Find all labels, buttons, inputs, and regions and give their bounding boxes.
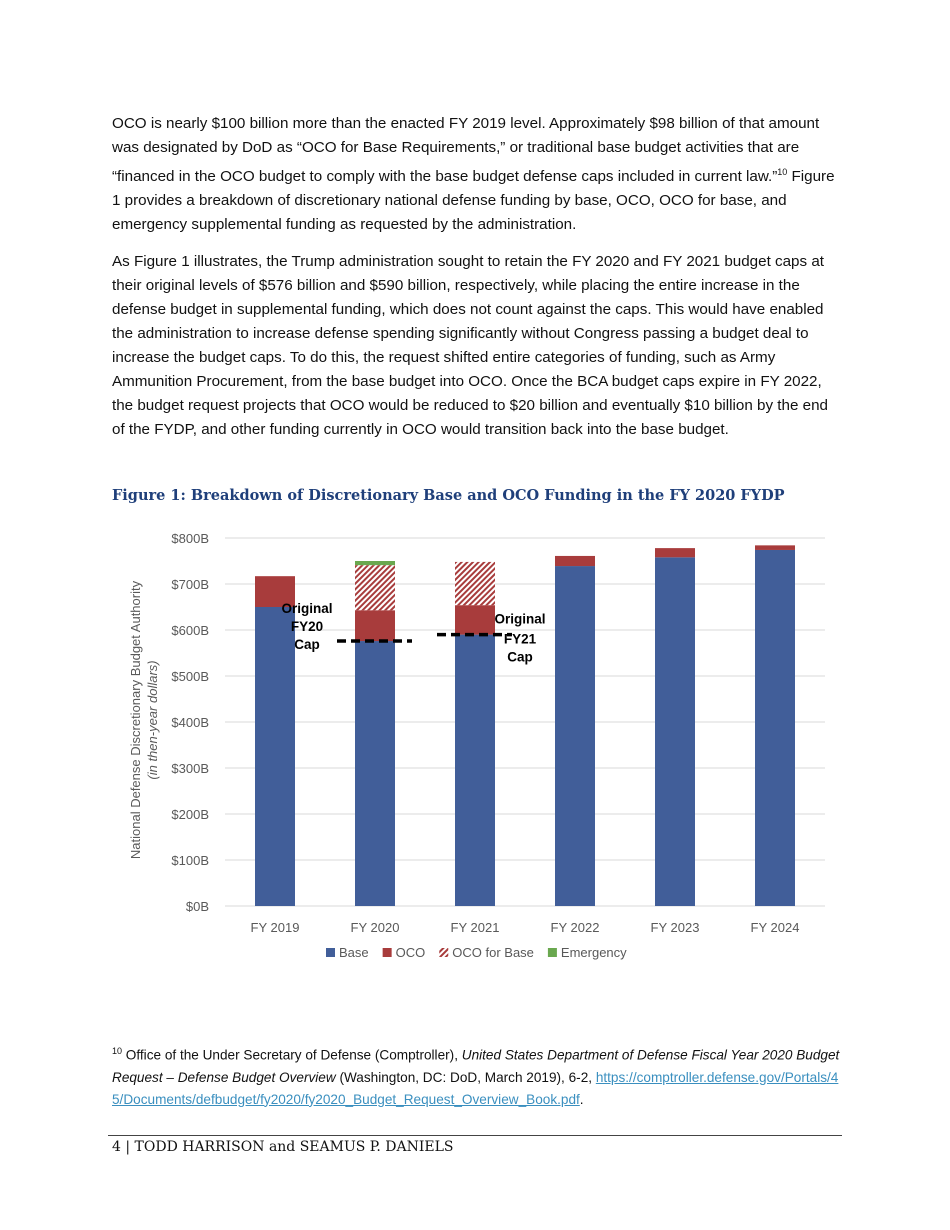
y-tick-label: $0B [186,899,209,914]
cap-annotation: FY20 [291,619,323,634]
bar-segment-oco-for-base [355,565,395,611]
x-tick-label: FY 2020 [351,920,400,935]
bar-segment-base [755,549,795,906]
legend-label: OCO for Base [452,945,534,960]
y-tick-label: $200B [171,807,209,822]
x-tick-label: FY 2022 [551,920,600,935]
legend-swatch [439,948,449,957]
legend-swatch [382,948,392,957]
legend-swatch [326,948,335,957]
y-tick-label: $100B [171,853,209,868]
figure-title: Figure 1: Breakdown of Discretionary Bas… [112,487,785,504]
bar-segment-base [255,607,295,906]
footer-divider [108,1135,842,1136]
footnote-title: United States Department of Defense Fisc… [112,1047,840,1085]
bar-segment-base [655,557,695,906]
bar-segment-oco [655,548,695,558]
legend-label: Base [339,945,369,960]
bar-segment-oco-for-base [455,561,495,606]
paragraph-2: As Figure 1 illustrates, the Trump admin… [112,253,828,438]
bar-segment-oco [555,555,595,567]
stacked-bar-chart: $0B $100B $200B $300B $400B $500B $600B $700B $8… [128,531,825,960]
cap-annotation: Original [281,601,332,616]
legend-label: Emergency [561,945,627,960]
footnote: 10 Office of the Under Secretary of Defe… [112,1040,842,1111]
bar-segment-base [555,566,595,906]
page-footer: 4 | TODD HARRISON and SEAMUS P. DANIELS [112,1139,454,1155]
bar-segment-emergency [355,561,395,566]
bar-segment-oco [755,545,795,550]
cap-annotation: Cap [294,637,320,652]
paragraph-text: OCO is nearly $100 billion more than the… [112,115,820,186]
y-tick-label: $700B [171,577,209,592]
footnote-text: Office of the Under Secretary of Defense… [122,1047,462,1063]
y-tick-label: $500B [171,669,209,684]
legend-label: OCO [396,945,426,960]
paragraph-text: Figure 1 provides a breakdown of discret… [112,168,835,234]
x-tick-label: FY 2024 [751,920,800,935]
y-tick-label: $400B [171,715,209,730]
bar-segment-oco [355,610,395,642]
y-tick-label: $600B [171,623,209,638]
bar-segment-base [455,634,495,906]
x-tick-label: FY 2021 [451,920,500,935]
bar-segment-oco [255,576,295,607]
x-tick-label: FY 2023 [651,920,700,935]
y-tick-label: $800B [171,531,209,546]
y-axis-title: National Defense Discretionary Budget Au… [128,580,143,859]
footnote-text: . [579,1091,584,1107]
footnote-number: 10 [112,1046,123,1056]
x-tick-label: FY 2019 [251,920,300,935]
bar-segment-base [355,641,395,906]
cap-annotation: Cap [507,650,533,665]
bar-segment-oco [455,605,495,635]
cap-annotation: FY21 [504,632,537,647]
y-tick-label: $300B [171,761,209,776]
y-axis-subtitle: (in then-year dollars) [145,660,160,779]
footnote-text: (Washington, DC: DoD, March 2019), 6-2, [335,1069,596,1085]
cap-annotation: Original [494,612,545,627]
footnote-ref[interactable]: 10 [777,167,788,177]
footnote-link[interactable]: https://comptroller.defense.gov/Portals/… [112,1069,839,1107]
legend-swatch [547,948,557,957]
paragraph-1: OCO is nearly $100 billion more than the… [112,112,842,237]
